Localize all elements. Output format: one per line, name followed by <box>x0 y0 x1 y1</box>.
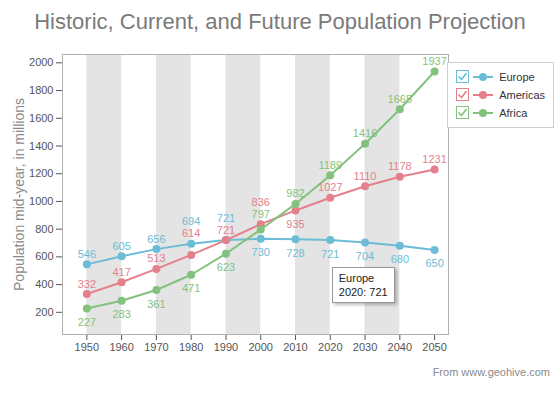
svg-text:1027: 1027 <box>318 181 342 193</box>
svg-text:2030: 2030 <box>353 341 377 353</box>
svg-text:1231: 1231 <box>422 153 446 165</box>
svg-text:1960: 1960 <box>109 341 133 353</box>
svg-text:797: 797 <box>252 208 270 220</box>
svg-text:694: 694 <box>182 215 200 227</box>
svg-text:417: 417 <box>112 266 130 278</box>
svg-text:1110: 1110 <box>354 170 377 182</box>
svg-text:1200: 1200 <box>29 167 53 179</box>
svg-text:1937: 1937 <box>422 55 446 67</box>
svg-text:704: 704 <box>356 250 374 262</box>
svg-text:1416: 1416 <box>353 127 377 139</box>
svg-text:2040: 2040 <box>388 341 412 353</box>
html-text:2020: 721: 2020: 721 <box>338 285 388 298</box>
svg-text:656: 656 <box>147 233 165 245</box>
svg-text:1189: 1189 <box>318 159 342 171</box>
svg-text:1600: 1600 <box>29 112 53 124</box>
html-text:Historic, Current, and Future: Historic, Current, and Future Population… <box>34 9 526 34</box>
svg-text:1178: 1178 <box>388 160 412 172</box>
svg-text:227: 227 <box>78 316 96 328</box>
svg-text:400: 400 <box>35 278 53 290</box>
html-text:Africa: Africa <box>499 107 528 119</box>
svg-text:623: 623 <box>217 261 235 273</box>
svg-text:Population mid-year, in millio: Population mid-year, in millions <box>11 98 27 291</box>
svg-text:935: 935 <box>286 218 304 230</box>
svg-text:2000: 2000 <box>29 56 53 68</box>
html-text:Americas: Americas <box>499 89 545 101</box>
svg-text:730: 730 <box>252 246 270 258</box>
svg-text:600: 600 <box>35 250 53 262</box>
svg-text:721: 721 <box>217 212 235 224</box>
svg-text:2020: 2020 <box>318 341 342 353</box>
svg-text:1000: 1000 <box>29 195 53 207</box>
svg-text:361: 361 <box>147 298 165 310</box>
svg-text:1400: 1400 <box>29 140 53 152</box>
svg-text:728: 728 <box>286 247 304 259</box>
svg-text:332: 332 <box>78 278 96 290</box>
svg-text:283: 283 <box>112 308 130 320</box>
svg-text:614: 614 <box>182 227 200 239</box>
html-text:Europe: Europe <box>499 71 535 83</box>
svg-text:836: 836 <box>252 196 270 208</box>
html-text:From www.geohive.com: From www.geohive.com <box>432 366 550 378</box>
svg-text:2010: 2010 <box>283 341 307 353</box>
svg-text:546: 546 <box>78 248 96 260</box>
svg-text:800: 800 <box>35 223 53 235</box>
svg-text:513: 513 <box>147 252 165 264</box>
svg-text:721: 721 <box>217 224 235 236</box>
svg-text:2000: 2000 <box>248 341 272 353</box>
svg-text:1990: 1990 <box>214 341 238 353</box>
svg-text:1970: 1970 <box>144 341 168 353</box>
svg-text:1665: 1665 <box>388 93 412 105</box>
svg-text:605: 605 <box>112 240 130 252</box>
svg-text:1980: 1980 <box>179 341 203 353</box>
svg-text:2050: 2050 <box>422 341 446 353</box>
svg-text:982: 982 <box>286 187 304 199</box>
svg-text:1950: 1950 <box>75 341 99 353</box>
html-text:Europe: Europe <box>338 271 375 284</box>
svg-text:1800: 1800 <box>29 84 53 96</box>
svg-text:650: 650 <box>425 257 443 269</box>
svg-text:680: 680 <box>391 253 409 265</box>
svg-text:471: 471 <box>182 282 200 294</box>
svg-text:721: 721 <box>321 248 339 260</box>
svg-text:200: 200 <box>35 306 53 318</box>
